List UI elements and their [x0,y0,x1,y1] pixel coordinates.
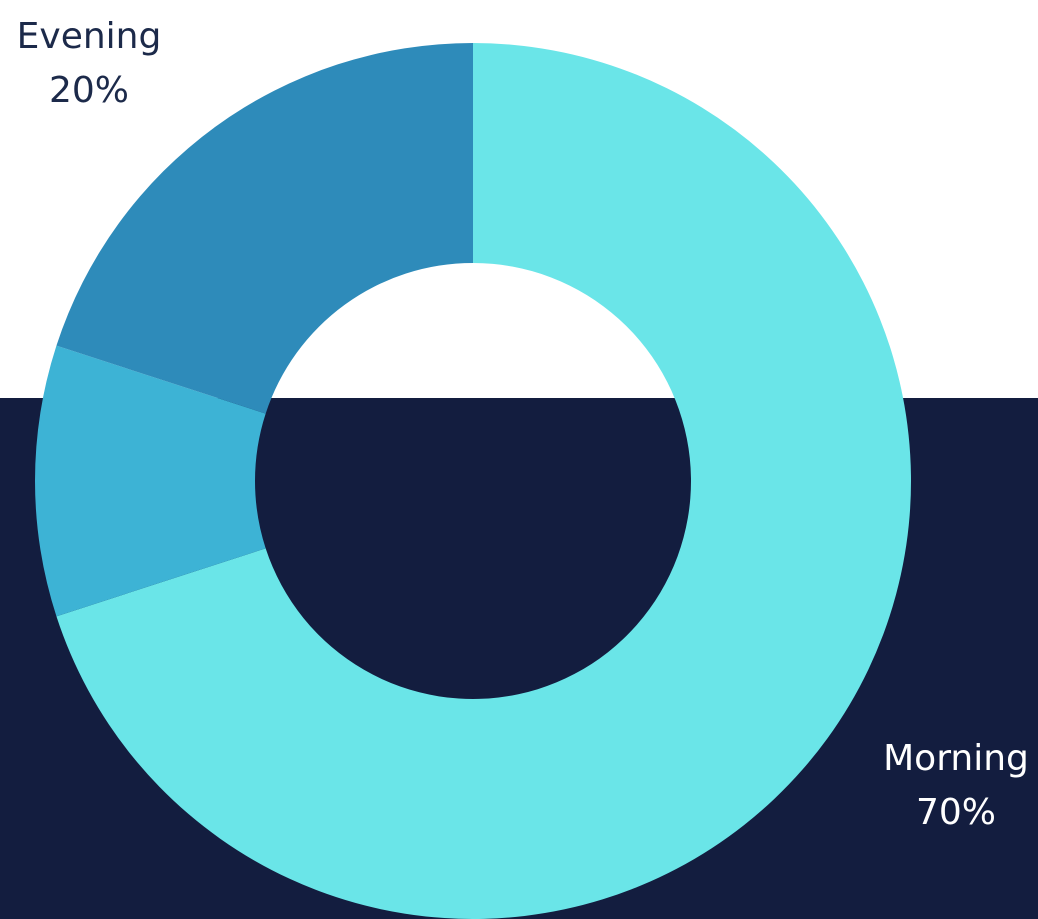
slice-evening [56,43,473,414]
label-morning-value: 70% [916,792,996,833]
slice-morning [56,43,911,919]
slice-labels: Morning 70% Evening 20% [17,16,1029,833]
label-evening-value: 20% [49,70,129,111]
donut-slices [35,43,911,919]
label-morning-name: Morning [883,738,1029,779]
label-evening-name: Evening [17,16,162,57]
slice-afternoon [35,345,266,617]
